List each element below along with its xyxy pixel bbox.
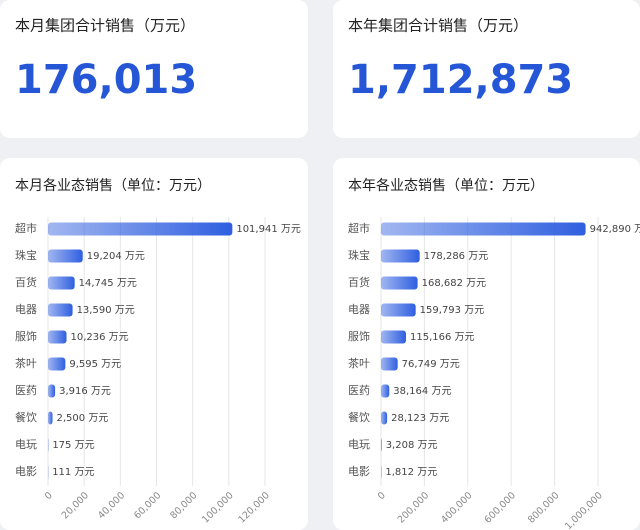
bar (48, 222, 233, 236)
bar (381, 276, 418, 290)
category-label: 服饰 (15, 329, 37, 343)
value-label: 19,204 万元 (87, 251, 145, 262)
value-label: 14,745 万元 (79, 278, 137, 289)
bar (381, 303, 416, 317)
bar (381, 411, 388, 425)
category-label: 电影 (348, 465, 370, 478)
category-label: 电器 (15, 303, 37, 316)
bar (48, 330, 67, 344)
value-label: 159,793 万元 (420, 305, 485, 316)
value-label: 1,812 万元 (385, 467, 437, 478)
kpi-title: 本月集团合计销售（万元） (15, 17, 195, 35)
value-label: 38,164 万元 (393, 386, 451, 397)
bar (48, 357, 66, 371)
category-label: 服饰 (348, 329, 370, 343)
chart-title: 本月各业态销售（单位：万元） (15, 178, 211, 194)
value-label: 942,890 万元 (590, 224, 640, 235)
value-label: 178,286 万元 (424, 251, 489, 262)
category-label: 电玩 (348, 438, 370, 451)
value-label: 101,941 万元 (236, 224, 301, 235)
category-label: 超市 (15, 221, 37, 235)
value-label: 10,236 万元 (71, 332, 129, 343)
kpi-value: 1,712,873 (348, 57, 573, 103)
kpi-card (0, 0, 308, 138)
bar (381, 438, 382, 452)
kpi-title: 本年集团合计销售（万元） (348, 17, 528, 35)
category-label: 电玩 (15, 438, 37, 451)
value-label: 115,166 万元 (410, 332, 475, 343)
kpi-value: 176,013 (15, 57, 197, 103)
kpi-card (333, 0, 640, 138)
bar (381, 249, 420, 263)
category-label: 超市 (348, 221, 370, 235)
category-label: 百货 (348, 275, 370, 289)
bar (48, 276, 75, 290)
chart-title: 本年各业态销售（单位：万元） (348, 178, 544, 194)
category-label: 百货 (15, 275, 37, 289)
bar (48, 249, 83, 263)
value-label: 175 万元 (52, 440, 94, 451)
bar (381, 222, 586, 236)
bar (48, 303, 73, 317)
value-label: 168,682 万元 (422, 278, 487, 289)
category-label: 医药 (348, 384, 370, 397)
chart-card (333, 158, 640, 530)
value-label: 76,749 万元 (402, 359, 460, 370)
bar (381, 384, 390, 398)
category-label: 珠宝 (348, 248, 370, 262)
category-label: 茶叶 (15, 357, 37, 370)
bar (48, 384, 56, 398)
value-label: 9,595 万元 (69, 359, 121, 370)
value-label: 3,208 万元 (386, 440, 438, 451)
value-label: 13,590 万元 (77, 305, 135, 316)
category-label: 茶叶 (348, 357, 370, 370)
bar (48, 411, 53, 425)
category-label: 电影 (15, 465, 37, 478)
category-label: 餐饮 (348, 410, 370, 424)
chart-card (0, 158, 308, 530)
value-label: 111 万元 (52, 467, 94, 478)
category-label: 珠宝 (15, 248, 37, 262)
value-label: 3,916 万元 (59, 386, 111, 397)
category-label: 餐饮 (15, 410, 37, 424)
category-label: 医药 (15, 384, 37, 397)
value-label: 2,500 万元 (57, 413, 109, 424)
bar (381, 357, 398, 371)
bar (381, 330, 406, 344)
category-label: 电器 (348, 303, 370, 316)
value-label: 28,123 万元 (391, 413, 449, 424)
